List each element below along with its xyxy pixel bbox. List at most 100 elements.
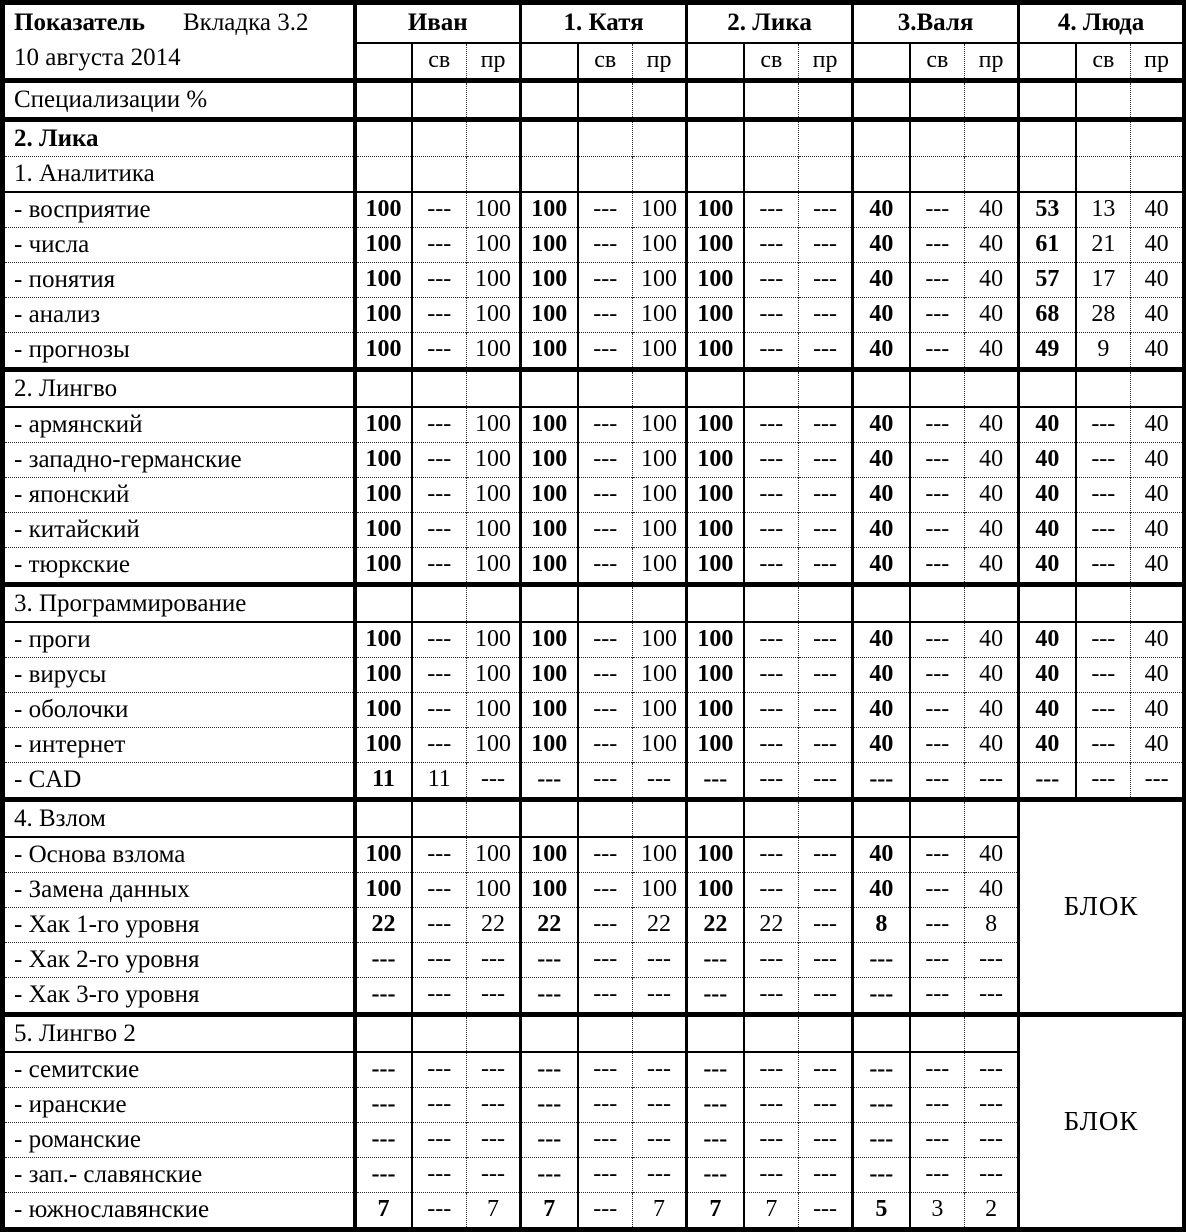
value-cell: 100 xyxy=(466,512,523,547)
row-label: - Хак 3-го уровня xyxy=(2,977,357,1014)
row-label: - оболочки xyxy=(2,692,357,727)
value-cell: --- xyxy=(353,1051,413,1087)
empty-cell xyxy=(798,799,855,837)
empty-cell xyxy=(685,119,745,156)
value-cell: --- xyxy=(632,1051,689,1087)
empty-cell xyxy=(466,799,523,837)
value-cell: 40 xyxy=(851,621,911,657)
value-cell: --- xyxy=(743,512,800,547)
subcol-sv: св xyxy=(577,42,634,80)
value-cell: 100 xyxy=(466,547,523,584)
value-cell: --- xyxy=(411,1122,467,1157)
value-cell: --- xyxy=(411,657,467,692)
row-label: - Основа взлома xyxy=(2,836,357,872)
value-cell: 100 xyxy=(519,332,579,369)
value-cell: 100 xyxy=(632,191,689,227)
value-cell: 40 xyxy=(1017,657,1077,692)
value-cell: --- xyxy=(909,262,966,297)
value-cell: --- xyxy=(466,942,523,977)
value-cell: --- xyxy=(577,1087,634,1122)
value-cell: 100 xyxy=(353,477,413,512)
row-label: - западно-германские xyxy=(2,442,357,477)
empty-cell xyxy=(353,156,413,192)
empty-cell xyxy=(964,799,1021,837)
empty-cell xyxy=(851,584,911,622)
value-cell: --- xyxy=(909,977,966,1014)
value-cell: 40 xyxy=(964,727,1021,762)
value-cell: 40 xyxy=(1130,692,1186,727)
empty-cell xyxy=(909,156,966,192)
value-cell: 100 xyxy=(466,227,523,262)
value-cell: --- xyxy=(577,262,634,297)
empty-cell xyxy=(411,1014,467,1052)
value-cell: --- xyxy=(743,332,800,369)
subcol-pr: пр xyxy=(632,42,689,80)
value-cell: 53 xyxy=(1017,191,1077,227)
value-cell: 100 xyxy=(353,836,413,872)
value-cell: 40 xyxy=(851,512,911,547)
value-cell: 40 xyxy=(851,406,911,442)
value-cell: --- xyxy=(909,406,966,442)
value-cell: --- xyxy=(411,1192,467,1229)
empty-cell xyxy=(964,156,1021,192)
value-cell: 61 xyxy=(1017,227,1077,262)
value-cell: --- xyxy=(964,1051,1021,1087)
value-cell: --- xyxy=(632,1087,689,1122)
value-cell: --- xyxy=(743,1157,800,1192)
value-cell: 40 xyxy=(851,692,911,727)
value-cell: --- xyxy=(411,1157,467,1192)
block-cell: БЛОК xyxy=(1017,1011,1185,1232)
empty-cell xyxy=(577,1014,634,1052)
empty-cell xyxy=(466,369,523,407)
value-cell: 100 xyxy=(353,657,413,692)
value-cell: --- xyxy=(909,657,966,692)
value-cell: 100 xyxy=(632,442,689,477)
value-cell: --- xyxy=(743,262,800,297)
value-cell: 40 xyxy=(964,547,1021,584)
value-cell: --- xyxy=(577,227,634,262)
corner-cell: Показатель Вкладка 3.2 10 августа 2014 xyxy=(2,2,357,80)
value-cell: --- xyxy=(743,762,800,799)
value-cell: --- xyxy=(577,872,634,907)
value-cell: 100 xyxy=(353,621,413,657)
value-cell: --- xyxy=(632,1122,689,1157)
value-cell: --- xyxy=(743,727,800,762)
value-cell: 22 xyxy=(632,907,689,942)
empty-cell xyxy=(466,1014,523,1052)
value-cell: --- xyxy=(577,406,634,442)
value-cell: 11 xyxy=(411,762,467,799)
value-cell: 100 xyxy=(632,477,689,512)
row-label: - японский xyxy=(2,477,357,512)
value-cell: --- xyxy=(909,1087,966,1122)
empty-cell xyxy=(411,799,467,837)
value-cell: --- xyxy=(1130,762,1186,799)
empty-cell xyxy=(1017,584,1077,622)
value-cell: 100 xyxy=(519,692,579,727)
empty-cell xyxy=(353,584,413,622)
value-cell: 7 xyxy=(743,1192,800,1229)
value-cell: 100 xyxy=(632,512,689,547)
value-cell: 40 xyxy=(1130,406,1186,442)
value-cell: 100 xyxy=(685,692,745,727)
value-cell: 22 xyxy=(519,907,579,942)
section-title: 2. Лингво xyxy=(2,369,357,407)
value-cell: 100 xyxy=(632,692,689,727)
value-cell: 40 xyxy=(1017,477,1077,512)
row-label: - Хак 2-го уровня xyxy=(2,942,357,977)
value-cell: --- xyxy=(577,477,634,512)
subcol-sv: св xyxy=(909,42,966,80)
value-cell: 40 xyxy=(1130,477,1186,512)
value-cell: --- xyxy=(577,191,634,227)
value-cell: --- xyxy=(685,942,745,977)
value-cell: 40 xyxy=(964,262,1021,297)
empty-cell xyxy=(964,119,1021,156)
value-cell: 100 xyxy=(632,332,689,369)
value-cell: --- xyxy=(743,692,800,727)
value-cell: 100 xyxy=(685,621,745,657)
value-cell: 7 xyxy=(353,1192,413,1229)
value-cell: --- xyxy=(353,1122,413,1157)
value-cell: 40 xyxy=(964,297,1021,332)
value-cell: 100 xyxy=(685,442,745,477)
empty-cell xyxy=(1017,156,1077,192)
